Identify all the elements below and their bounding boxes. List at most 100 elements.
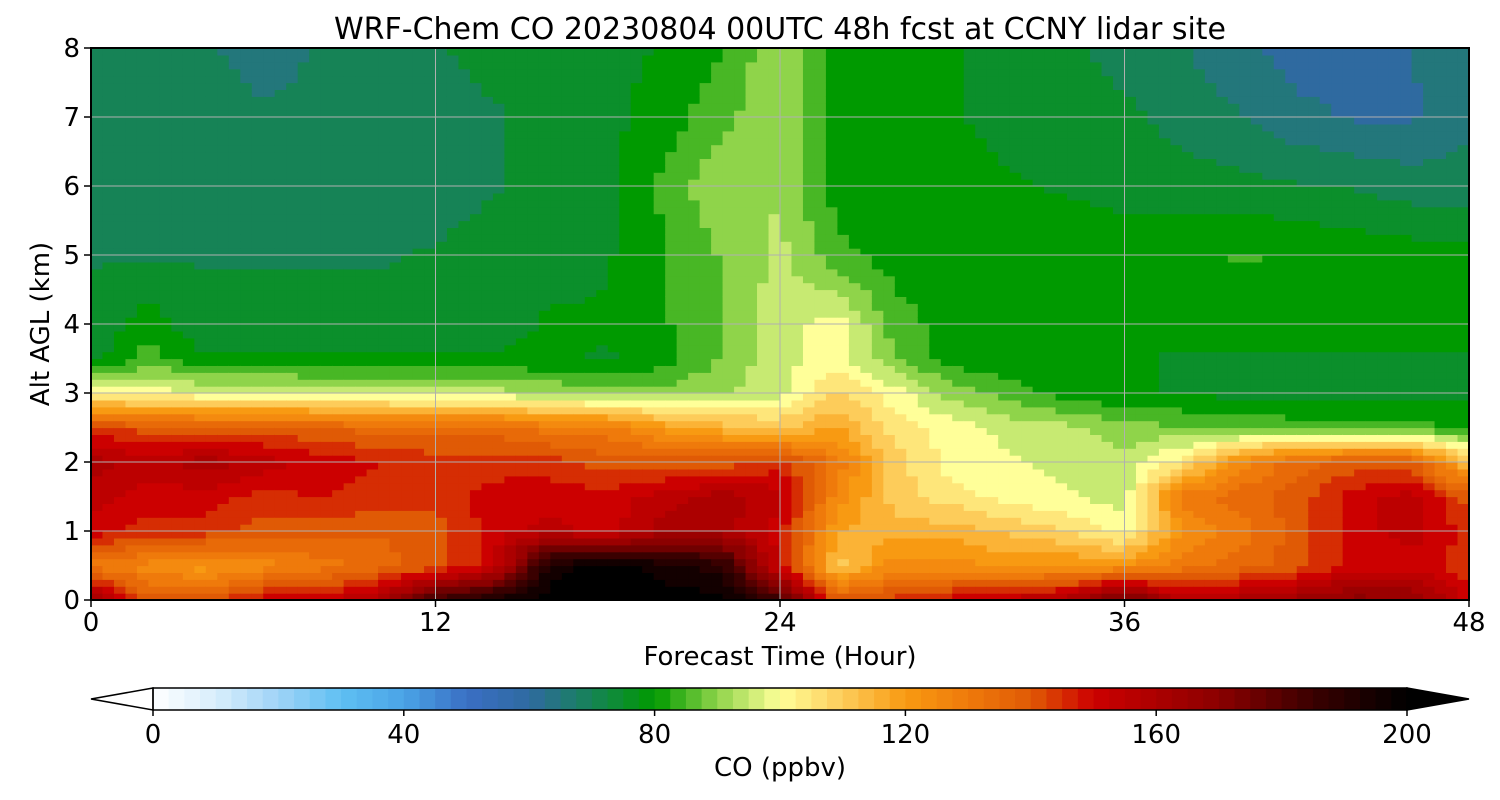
heatmap-cell — [435, 144, 448, 153]
heatmap-cell — [343, 358, 356, 366]
heatmap-cell — [446, 241, 460, 249]
heatmap-cell — [527, 206, 540, 215]
heatmap-cell — [228, 110, 241, 118]
heatmap-cell — [642, 282, 655, 291]
heatmap-cell — [527, 144, 540, 153]
heatmap-cell — [734, 455, 747, 463]
heatmap-cell — [159, 372, 172, 380]
heatmap-cell — [102, 103, 115, 111]
heatmap-cell — [401, 406, 414, 415]
heatmap-cell — [446, 586, 460, 594]
heatmap-cell — [171, 337, 184, 346]
heatmap-cell — [446, 172, 460, 180]
heatmap-cell — [573, 213, 586, 222]
heatmap-cell — [91, 399, 104, 408]
heatmap-cell — [573, 475, 586, 484]
heatmap-cell — [791, 393, 804, 401]
heatmap-cell — [194, 179, 207, 187]
heatmap-cell — [711, 330, 724, 339]
heatmap-cell — [768, 524, 781, 532]
heatmap-cell — [401, 413, 414, 422]
heatmap-cell — [561, 234, 574, 242]
heatmap-cell — [113, 537, 127, 546]
heatmap-cell — [286, 137, 299, 146]
heatmap-cell — [194, 130, 207, 139]
heatmap-cell — [435, 434, 448, 442]
heatmap-cell — [504, 586, 517, 594]
heatmap-cell — [320, 537, 333, 546]
heatmap-cell — [194, 324, 207, 332]
heatmap-cell — [240, 130, 253, 139]
heatmap-cell — [607, 130, 620, 139]
heatmap-cell — [389, 351, 402, 360]
heatmap-cell — [435, 475, 448, 484]
heatmap-cell — [630, 54, 643, 63]
heatmap-cell — [573, 227, 586, 235]
heatmap-cell — [458, 420, 471, 429]
heatmap-cell — [699, 482, 712, 491]
heatmap-cell — [653, 227, 666, 235]
heatmap-cell — [757, 317, 770, 325]
heatmap-cell — [332, 386, 345, 394]
heatmap-cell — [125, 275, 138, 284]
heatmap-cell — [274, 144, 287, 153]
heatmap-cell — [355, 558, 368, 567]
heatmap-cell — [607, 179, 620, 187]
heatmap-cell — [504, 110, 517, 118]
heatmap-cell — [573, 248, 586, 256]
heatmap-cell — [711, 537, 724, 546]
heatmap-cell — [653, 365, 666, 373]
heatmap-cell — [596, 123, 609, 132]
heatmap-cell — [584, 468, 597, 477]
heatmap-cell — [205, 296, 218, 304]
heatmap-cell — [91, 261, 104, 270]
heatmap-cell — [573, 96, 586, 104]
heatmap-cell — [182, 248, 195, 256]
heatmap-cell — [619, 241, 632, 249]
heatmap-cell — [320, 123, 333, 132]
heatmap-cell — [757, 130, 770, 139]
heatmap-cell — [642, 503, 655, 511]
heatmap-cell — [217, 151, 230, 159]
heatmap-cell — [251, 110, 264, 118]
heatmap-cell — [332, 365, 345, 373]
heatmap-cell — [665, 517, 678, 525]
heatmap-cell — [699, 296, 712, 304]
heatmap-cell — [297, 151, 310, 159]
heatmap-cell — [102, 358, 115, 366]
heatmap-cell — [446, 358, 460, 366]
heatmap-cell — [745, 496, 758, 504]
heatmap-cell — [550, 496, 563, 504]
heatmap-cell — [332, 227, 345, 235]
heatmap-cell — [653, 317, 666, 325]
heatmap-cell — [688, 448, 701, 456]
heatmap-cell — [584, 324, 597, 332]
heatmap-cell — [240, 144, 253, 153]
heatmap-cell — [320, 503, 333, 511]
heatmap-cell — [619, 503, 632, 511]
heatmap-cell — [642, 144, 655, 153]
heatmap-cell — [102, 427, 115, 435]
heatmap-cell — [182, 531, 195, 539]
heatmap-cell — [561, 448, 574, 456]
heatmap-cell — [263, 192, 276, 201]
heatmap-cell — [458, 517, 471, 525]
heatmap-cell — [102, 248, 115, 256]
heatmap-cell — [113, 234, 127, 242]
heatmap-cell — [780, 151, 793, 159]
heatmap-cell — [263, 330, 276, 339]
heatmap-cell — [802, 462, 816, 470]
heatmap-cell — [481, 179, 494, 187]
heatmap-cell — [412, 144, 425, 153]
heatmap-cell — [217, 379, 230, 387]
heatmap-cell — [745, 172, 758, 180]
heatmap-cell — [711, 558, 724, 567]
heatmap-cell — [91, 544, 104, 553]
heatmap-cell — [584, 296, 597, 304]
heatmap-cell — [481, 206, 494, 215]
heatmap-cell — [791, 282, 804, 291]
heatmap-cell — [332, 234, 345, 242]
heatmap-cell — [802, 579, 816, 587]
heatmap-cell — [504, 234, 517, 242]
heatmap-cell — [722, 117, 735, 125]
